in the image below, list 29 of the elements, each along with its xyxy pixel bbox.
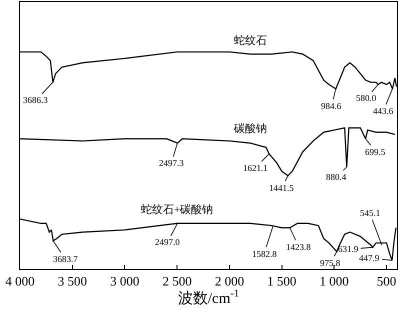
annotation: 1423.8 [286,242,312,252]
annotation: 975.8 [320,258,341,268]
annotation: 580.0 [356,93,377,103]
annotation: 984.6 [321,101,342,111]
annotation: 2497.3 [159,158,184,168]
x-tick-label: 2 500 [162,274,192,289]
x-tick-label: 3 000 [110,274,140,289]
annotation: 3686.3 [23,95,48,105]
annotation: 1582.8 [252,249,278,259]
annotation: 2497.0 [155,237,180,247]
x-tick-label: 4 000 [5,274,35,289]
annotation: 1621.1 [243,163,268,173]
x-tick-label: 500 [376,274,396,289]
annotation: 3683.7 [53,254,78,264]
x-tick-label: 3 500 [58,274,87,289]
x-tick-label: 2 000 [214,274,244,289]
annotation: 1441.5 [269,183,294,193]
annotation: 443.6 [373,106,394,116]
annotation: 631.9 [338,244,359,254]
series-label: 蛇纹石+碳酸钠 [141,203,214,216]
series-label: 碳酸钠 [233,123,267,135]
annotation: 880.4 [326,172,347,182]
annotation: 447.9 [359,253,380,263]
annotation: 699.5 [365,147,386,157]
x-tick-label: 1 500 [267,274,296,289]
x-axis-title: 波数/cm$^{-1}$ [178,288,240,307]
x-tick-label: 1 000 [320,274,349,289]
series-label: 蛇纹石 [234,34,267,47]
annotation: 545.1 [360,208,380,218]
